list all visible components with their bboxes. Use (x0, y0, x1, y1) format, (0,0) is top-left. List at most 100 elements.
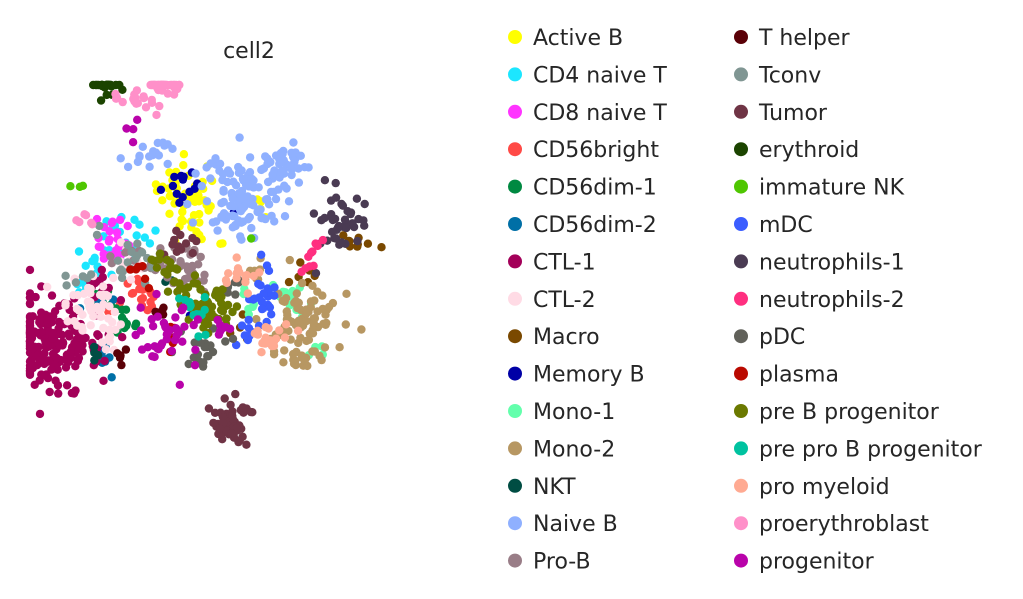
legend-marker-ctl-1 (508, 254, 522, 269)
point-ctl-2 (103, 291, 113, 301)
point-ctl-2 (73, 321, 82, 330)
legend-marker-active-b (508, 30, 522, 44)
point-neutrophils-1 (311, 269, 321, 278)
point-cd56dim-1 (118, 305, 127, 314)
point-naive-b (256, 205, 265, 214)
point-ctl-1 (55, 341, 64, 350)
point-naive-b (294, 178, 304, 187)
point-cd4-naive-t (145, 239, 155, 248)
legend-label-tumor: Tumor (758, 101, 828, 126)
point-neutrophils-1 (346, 209, 355, 219)
point-naive-b (230, 212, 239, 221)
point-tumor (218, 413, 228, 422)
point-tconv (71, 278, 81, 287)
point-ctl-1 (35, 409, 45, 419)
point-mdc (257, 304, 267, 314)
point-naive-b (263, 159, 272, 169)
point-tconv (95, 221, 104, 231)
point-tumor (227, 429, 236, 438)
point-naive-b (168, 144, 177, 153)
point-pro-b (106, 252, 115, 261)
point-pdc (195, 338, 205, 347)
legend-marker-pre-pro-b-progenitor (734, 441, 748, 456)
point-tumor (192, 236, 201, 246)
point-ctl-1 (25, 337, 35, 346)
point-progenitor (148, 322, 158, 331)
point-mdc (237, 321, 247, 330)
point-naive-b (219, 185, 228, 195)
point-mono-2 (296, 333, 305, 342)
legend-marker-pre-b-progenitor (734, 404, 748, 418)
legend-label-pre-pro-b-progenitor: pre pro B progenitor (759, 437, 983, 462)
point-pro-myeloid (255, 268, 264, 277)
point-proerythroblast (141, 103, 151, 112)
point-mdc (254, 279, 263, 289)
point-pro-b (196, 252, 205, 262)
legend-marker-immature-nk (734, 179, 748, 194)
point-naive-b (266, 187, 276, 197)
point-ctl-1 (45, 341, 55, 350)
point-proerythroblast (133, 99, 142, 108)
point-naive-b (123, 162, 133, 172)
point-pdc (231, 290, 240, 299)
point-memory-b (175, 198, 184, 207)
point-nkt (90, 356, 99, 365)
point-ctl-1 (34, 342, 43, 352)
legend-marker-neutrophils-1 (734, 254, 748, 269)
point-pro-myeloid (264, 324, 273, 333)
point-progenitor (171, 313, 180, 322)
point-proerythroblast (152, 110, 161, 120)
point-tumor (220, 394, 229, 403)
point-ctl-2 (92, 302, 102, 311)
point-plasma (144, 284, 154, 293)
point-ctl-1 (63, 358, 73, 367)
point-ctl-1 (99, 376, 108, 385)
point-mono-1 (244, 304, 253, 314)
point-active-b (189, 211, 199, 220)
legend-label-nkt: NKT (533, 475, 576, 500)
point-memory-b (170, 172, 179, 182)
point-ctl-1 (54, 389, 63, 398)
point-ctl-1 (52, 353, 61, 363)
point-pre-b-progenitor (155, 249, 165, 258)
point-proerythroblast (155, 101, 164, 111)
legend-label-cd56dim-2: CD56dim-2 (533, 213, 657, 238)
point-cd8-naive-t (115, 215, 125, 225)
point-mdc (232, 340, 241, 350)
point-progenitor (137, 345, 147, 354)
legend-label-pro-b: Pro-B (533, 550, 591, 575)
point-ctl-1 (118, 333, 127, 342)
legend-marker-memory-b (508, 366, 522, 381)
legend-marker-plasma (734, 366, 748, 381)
point-proerythroblast (146, 80, 155, 90)
point-naive-b (257, 213, 267, 222)
point-neutrophils-1 (309, 209, 319, 218)
point-memory-b (190, 184, 199, 193)
point-ctl-2 (89, 312, 98, 321)
point-naive-b (280, 212, 290, 221)
point-naive-b (202, 197, 212, 206)
point-proerythroblast (118, 97, 127, 107)
legend-label-neutrophils-1: neutrophils-1 (759, 250, 905, 275)
point-t-helper (115, 353, 125, 362)
point-active-b (190, 197, 200, 206)
point-mono-2 (310, 347, 319, 356)
point-tconv (113, 256, 123, 265)
legend-label-pdc: pDC (759, 325, 805, 350)
point-memory-b (179, 172, 188, 181)
point-progenitor (153, 312, 162, 321)
point-cd56dim-2 (107, 373, 116, 382)
legend-label-immature-nk: immature NK (759, 176, 905, 201)
point-progenitor (129, 125, 138, 134)
point-ctl-1 (37, 327, 46, 337)
point-naive-b (238, 204, 247, 214)
legend-marker-t-helper (734, 30, 748, 44)
point-pro-myeloid (243, 289, 252, 298)
point-naive-b (276, 149, 285, 158)
point-ctl-1 (100, 356, 109, 366)
point-cd4-naive-t (74, 247, 84, 256)
point-ctl-2 (43, 282, 52, 292)
point-pre-pro-b-progenitor (185, 298, 194, 307)
legend-label-mono-1: Mono-1 (533, 400, 615, 425)
point-ctl-2 (86, 321, 95, 330)
